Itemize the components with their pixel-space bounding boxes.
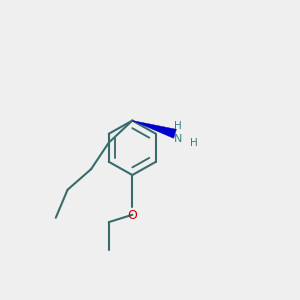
Polygon shape <box>132 121 176 138</box>
Text: O: O <box>128 209 137 222</box>
Text: N: N <box>174 134 182 144</box>
Text: H: H <box>174 121 182 131</box>
Text: H: H <box>190 138 197 148</box>
